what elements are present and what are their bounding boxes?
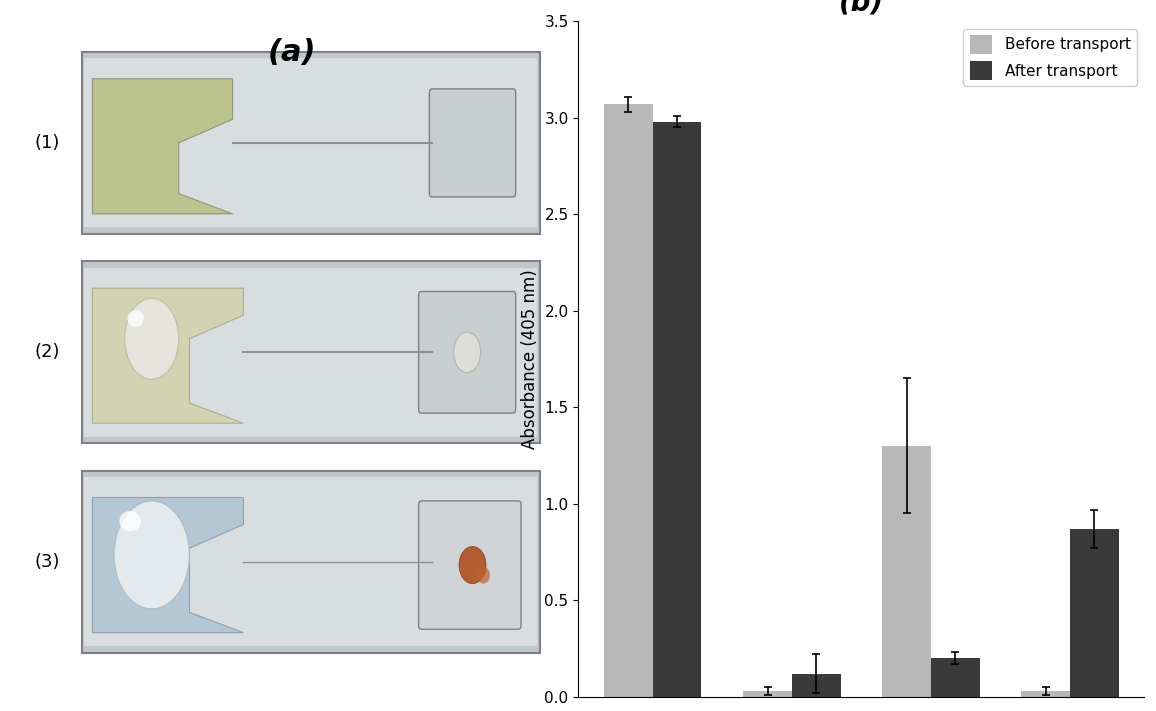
Bar <box>743 691 792 697</box>
Ellipse shape <box>453 332 481 373</box>
FancyBboxPatch shape <box>418 501 521 629</box>
Ellipse shape <box>125 299 179 380</box>
FancyBboxPatch shape <box>429 89 516 197</box>
Y-axis label: Absorbance (405 nm): Absorbance (405 nm) <box>521 269 539 449</box>
Text: (1): (1) <box>35 134 60 152</box>
Ellipse shape <box>476 567 490 584</box>
Bar <box>84 477 538 646</box>
Bar <box>82 52 540 234</box>
Title: (b): (b) <box>839 0 884 16</box>
Text: (3): (3) <box>35 552 60 571</box>
Ellipse shape <box>119 511 141 531</box>
Legend: Before transport, After transport: Before transport, After transport <box>963 29 1136 86</box>
Bar <box>1070 529 1119 697</box>
Polygon shape <box>92 79 232 214</box>
Bar <box>792 673 840 697</box>
Ellipse shape <box>459 547 486 584</box>
Text: (2): (2) <box>35 343 60 361</box>
Bar <box>82 261 540 444</box>
Ellipse shape <box>127 310 143 327</box>
Bar <box>84 58 538 228</box>
Bar <box>84 268 538 437</box>
Bar <box>931 658 979 697</box>
Bar <box>605 105 653 697</box>
Bar <box>882 446 931 697</box>
Ellipse shape <box>114 501 190 609</box>
Bar <box>653 122 702 697</box>
FancyBboxPatch shape <box>418 292 516 413</box>
Bar <box>82 471 540 653</box>
Polygon shape <box>92 498 244 633</box>
Polygon shape <box>92 288 244 423</box>
Bar <box>1022 691 1070 697</box>
Text: (a): (a) <box>267 38 317 68</box>
